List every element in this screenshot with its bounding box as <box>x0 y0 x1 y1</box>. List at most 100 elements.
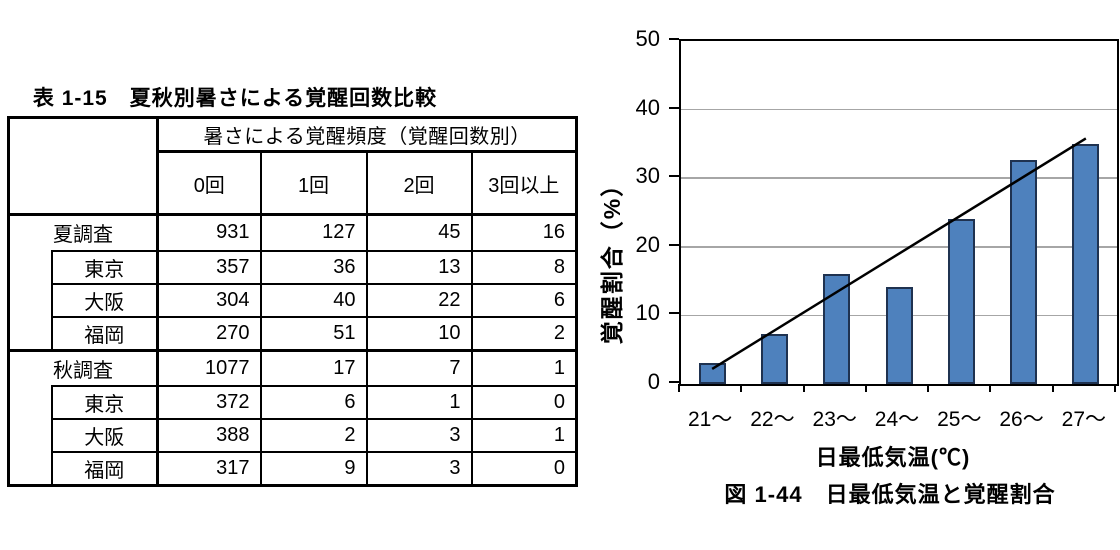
cell: 304 <box>156 282 262 318</box>
cell: 13 <box>365 249 473 285</box>
row-label: 福岡 <box>50 451 159 487</box>
cell: 317 <box>156 451 262 487</box>
table-header-row-1: 暑さによる覚醒頻度（覚醒回数別） <box>8 116 578 216</box>
x-tick-mark <box>1051 384 1054 392</box>
cell: 51 <box>259 315 368 351</box>
y-tick-mark <box>669 312 679 315</box>
cell: 2 <box>470 315 578 351</box>
cell: 17 <box>259 348 368 387</box>
row-label: 東京 <box>50 385 159 420</box>
col-header-3: 3回以上 <box>470 150 578 216</box>
header-group-cell: 暑さによる覚醒頻度（覚醒回数別） <box>156 116 578 153</box>
bar-22～ <box>760 333 788 384</box>
cell: 357 <box>156 249 262 285</box>
x-tick-label-23～: 23～ <box>812 408 857 431</box>
row-label: 秋調査 <box>8 348 159 386</box>
cell: 45 <box>365 213 473 252</box>
y-tick-label-20: 20 <box>635 231 660 257</box>
table-caption: 表 1-15 夏秋別暑さによる覚醒回数比較 <box>32 87 438 110</box>
col-header-0: 0回 <box>156 150 262 216</box>
cell: 7 <box>365 348 473 387</box>
table-row-autumn-fukuoka: 福岡 317 9 3 0 <box>9 451 578 487</box>
awakening-count-table: 暑さによる覚醒頻度（覚醒回数別） 0回 1回 2回 3回以上 夏調査 931 1… <box>7 116 579 487</box>
cell: 3 <box>365 418 473 453</box>
row-label: 夏調査 <box>8 213 159 251</box>
x-tick-label-25～: 25～ <box>937 408 982 431</box>
y-tick-label-40: 40 <box>635 94 660 120</box>
table-row-summer-fukuoka: 福岡 270 51 10 2 <box>9 315 578 351</box>
table-header-row-2: 0回 1回 2回 3回以上 <box>9 150 578 216</box>
table-row-autumn: 秋調査 1077 17 7 1 <box>8 348 578 387</box>
x-tick-labels: 21～ 22～ 23～ 24～ 25～ 26～ 27～ <box>679 403 1115 431</box>
cell: 0 <box>470 385 578 420</box>
gridline <box>681 246 1117 248</box>
y-tick-label-50: 50 <box>635 26 660 51</box>
x-tick-mark <box>1114 384 1116 392</box>
bar-24～ <box>885 286 913 384</box>
cell: 270 <box>156 315 262 351</box>
corner-cell <box>8 117 159 216</box>
cell: 2 <box>259 418 368 453</box>
bar-27～ <box>1072 143 1100 384</box>
x-tick-marks <box>678 384 1116 394</box>
gridline <box>681 108 1117 111</box>
cell: 22 <box>365 282 473 318</box>
cell: 9 <box>259 451 368 487</box>
cell: 1 <box>365 385 473 420</box>
col-header-2: 2回 <box>365 150 473 216</box>
cell: 10 <box>365 315 473 351</box>
y-tick-mark <box>669 243 679 246</box>
x-tick-label-22～: 22～ <box>750 408 795 431</box>
cell: 372 <box>156 385 262 420</box>
y-tick-label-30: 30 <box>635 163 660 189</box>
cell: 6 <box>470 282 578 318</box>
plot-area <box>679 39 1119 386</box>
x-tick-mark <box>678 384 680 392</box>
x-tick-label-26～: 26～ <box>999 408 1044 431</box>
row-label: 東京 <box>50 249 159 285</box>
col-header-1: 1回 <box>259 150 368 216</box>
x-tick-mark <box>740 384 743 392</box>
table-row-autumn-tokyo: 東京 372 6 1 0 <box>9 385 578 420</box>
cell: 1077 <box>156 348 262 387</box>
cell: 388 <box>156 418 262 453</box>
y-tick-labels: 0 10 20 30 40 50 <box>598 27 660 394</box>
x-tick-mark <box>989 384 992 392</box>
cell: 16 <box>470 213 578 252</box>
bar-23～ <box>823 274 851 384</box>
gridline <box>681 177 1117 179</box>
cell: 931 <box>156 213 262 252</box>
indent-cell <box>9 317 52 351</box>
indent-cell <box>9 251 52 284</box>
x-tick-mark <box>802 384 805 392</box>
table-row-autumn-osaka: 大阪 388 2 3 1 <box>9 418 578 453</box>
row-label: 福岡 <box>50 315 159 351</box>
y-tick-mark <box>669 106 679 109</box>
x-tick-label-21～: 21～ <box>687 408 733 431</box>
indent-cell <box>9 386 52 419</box>
cell: 8 <box>470 249 578 285</box>
row-label: 大阪 <box>50 418 159 453</box>
bar-25～ <box>947 219 975 384</box>
x-tick-mark <box>927 384 930 392</box>
figure-caption: 図 1-44 日最低気温と覚醒割合 <box>724 482 1056 507</box>
y-tick-mark <box>669 175 679 178</box>
bar-26～ <box>1010 159 1038 384</box>
table-row-summer-tokyo: 東京 357 36 13 8 <box>9 249 578 285</box>
cell: 1 <box>470 418 578 453</box>
table-row-summer-osaka: 大阪 304 40 22 6 <box>9 282 578 318</box>
cell: 3 <box>365 451 473 487</box>
cell: 0 <box>470 451 578 487</box>
row-label: 大阪 <box>50 282 159 318</box>
y-tick-mark <box>669 381 679 383</box>
y-tick-label-0: 0 <box>647 369 660 394</box>
y-tick-mark <box>669 38 679 40</box>
indent-cell <box>9 452 52 486</box>
y-tick-label-10: 10 <box>635 300 660 326</box>
cell: 6 <box>259 385 368 420</box>
x-tick-mark <box>864 384 867 392</box>
y-tick-marks <box>669 38 679 383</box>
cell: 1 <box>470 348 578 387</box>
bar-21～ <box>698 362 726 384</box>
